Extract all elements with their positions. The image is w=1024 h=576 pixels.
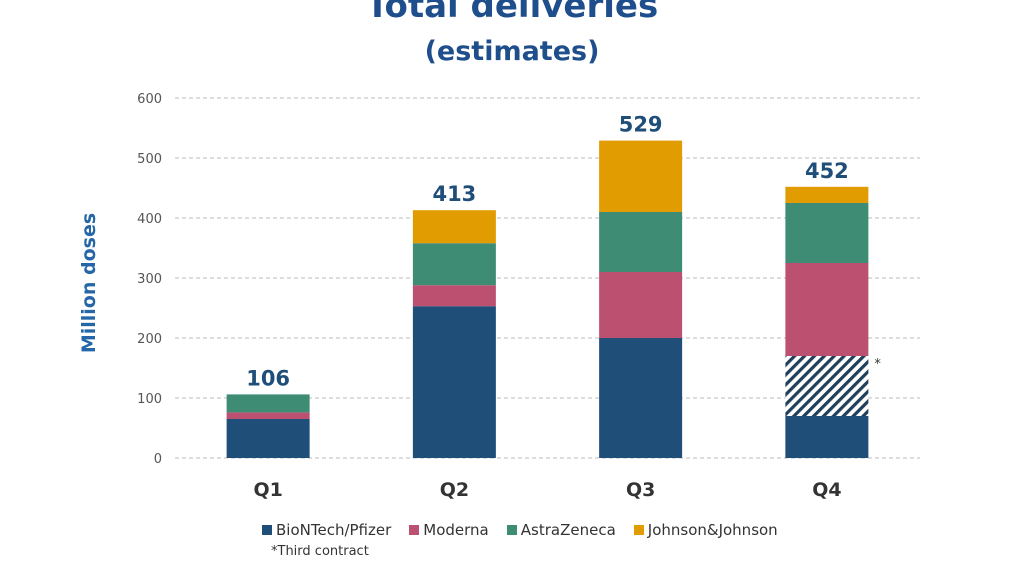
bar-segment-johnson-johnson [412,210,496,244]
total-label: 413 [432,182,476,206]
y-tick-label: 600 [137,92,162,107]
bar-segment-moderna [599,272,683,338]
bar-segment-astrazeneca [599,212,683,272]
bar-segment-johnson-johnson [599,140,683,212]
legend-swatch [262,525,272,535]
chart-subtitle: (estimates) [424,36,600,67]
x-tick-label: Q4 [812,479,841,501]
legend-item-astrazeneca: AstraZeneca [506,521,616,539]
x-tick-label: Q2 [440,479,469,501]
bar-segment-biontech-pfizer [599,338,683,458]
legend-swatch [506,525,517,535]
total-label: 106 [246,366,290,390]
y-tick-label: 300 [137,272,162,287]
y-tick-label: 200 [137,332,162,347]
total-label: 452 [805,159,849,183]
legend-label: Moderna [423,521,489,539]
bar-segment-third-contract [785,356,869,416]
bar-segment-biontech-pfizer [226,419,310,458]
legend-label: AstraZeneca [520,521,616,539]
third-contract-marker: * [874,357,881,372]
bar-segment-biontech-pfizer [785,416,869,458]
bar-segment-astrazeneca [412,243,496,286]
bar-segment-moderna [226,412,310,419]
legend-item-biontech-pfizer: BioNTech/Pfizer [262,521,391,539]
total-label: 529 [619,113,663,137]
y-tick-label: 400 [137,212,162,227]
y-axis-label: Million doses [78,213,100,353]
legend-label: Johnson&Johnson [647,521,778,539]
legend-item-moderna: Moderna [409,521,489,539]
footnote: *Third contract [271,544,369,559]
chart-title: Total deliveries [365,0,659,26]
legend: BioNTech/Pfizer Moderna AstraZeneca John… [262,521,778,539]
y-tick-label: 100 [137,392,162,407]
y-tick-label: 0 [154,452,162,467]
x-tick-label: Q1 [253,479,282,501]
legend-item-johnson-johnson: Johnson&Johnson [633,521,778,539]
bar-segment-johnson-johnson [785,186,869,203]
bar-segment-moderna [785,263,869,356]
bar-segment-biontech-pfizer [412,306,496,458]
y-tick-label: 500 [137,152,162,167]
bar-segment-moderna [412,285,496,307]
bar-segment-astrazeneca [785,203,869,263]
bar-segment-astrazeneca [226,394,310,413]
legend-label: BioNTech/Pfizer [276,521,392,539]
legend-swatch [633,525,644,535]
legend-swatch [409,525,420,535]
x-tick-label: Q3 [626,479,655,501]
